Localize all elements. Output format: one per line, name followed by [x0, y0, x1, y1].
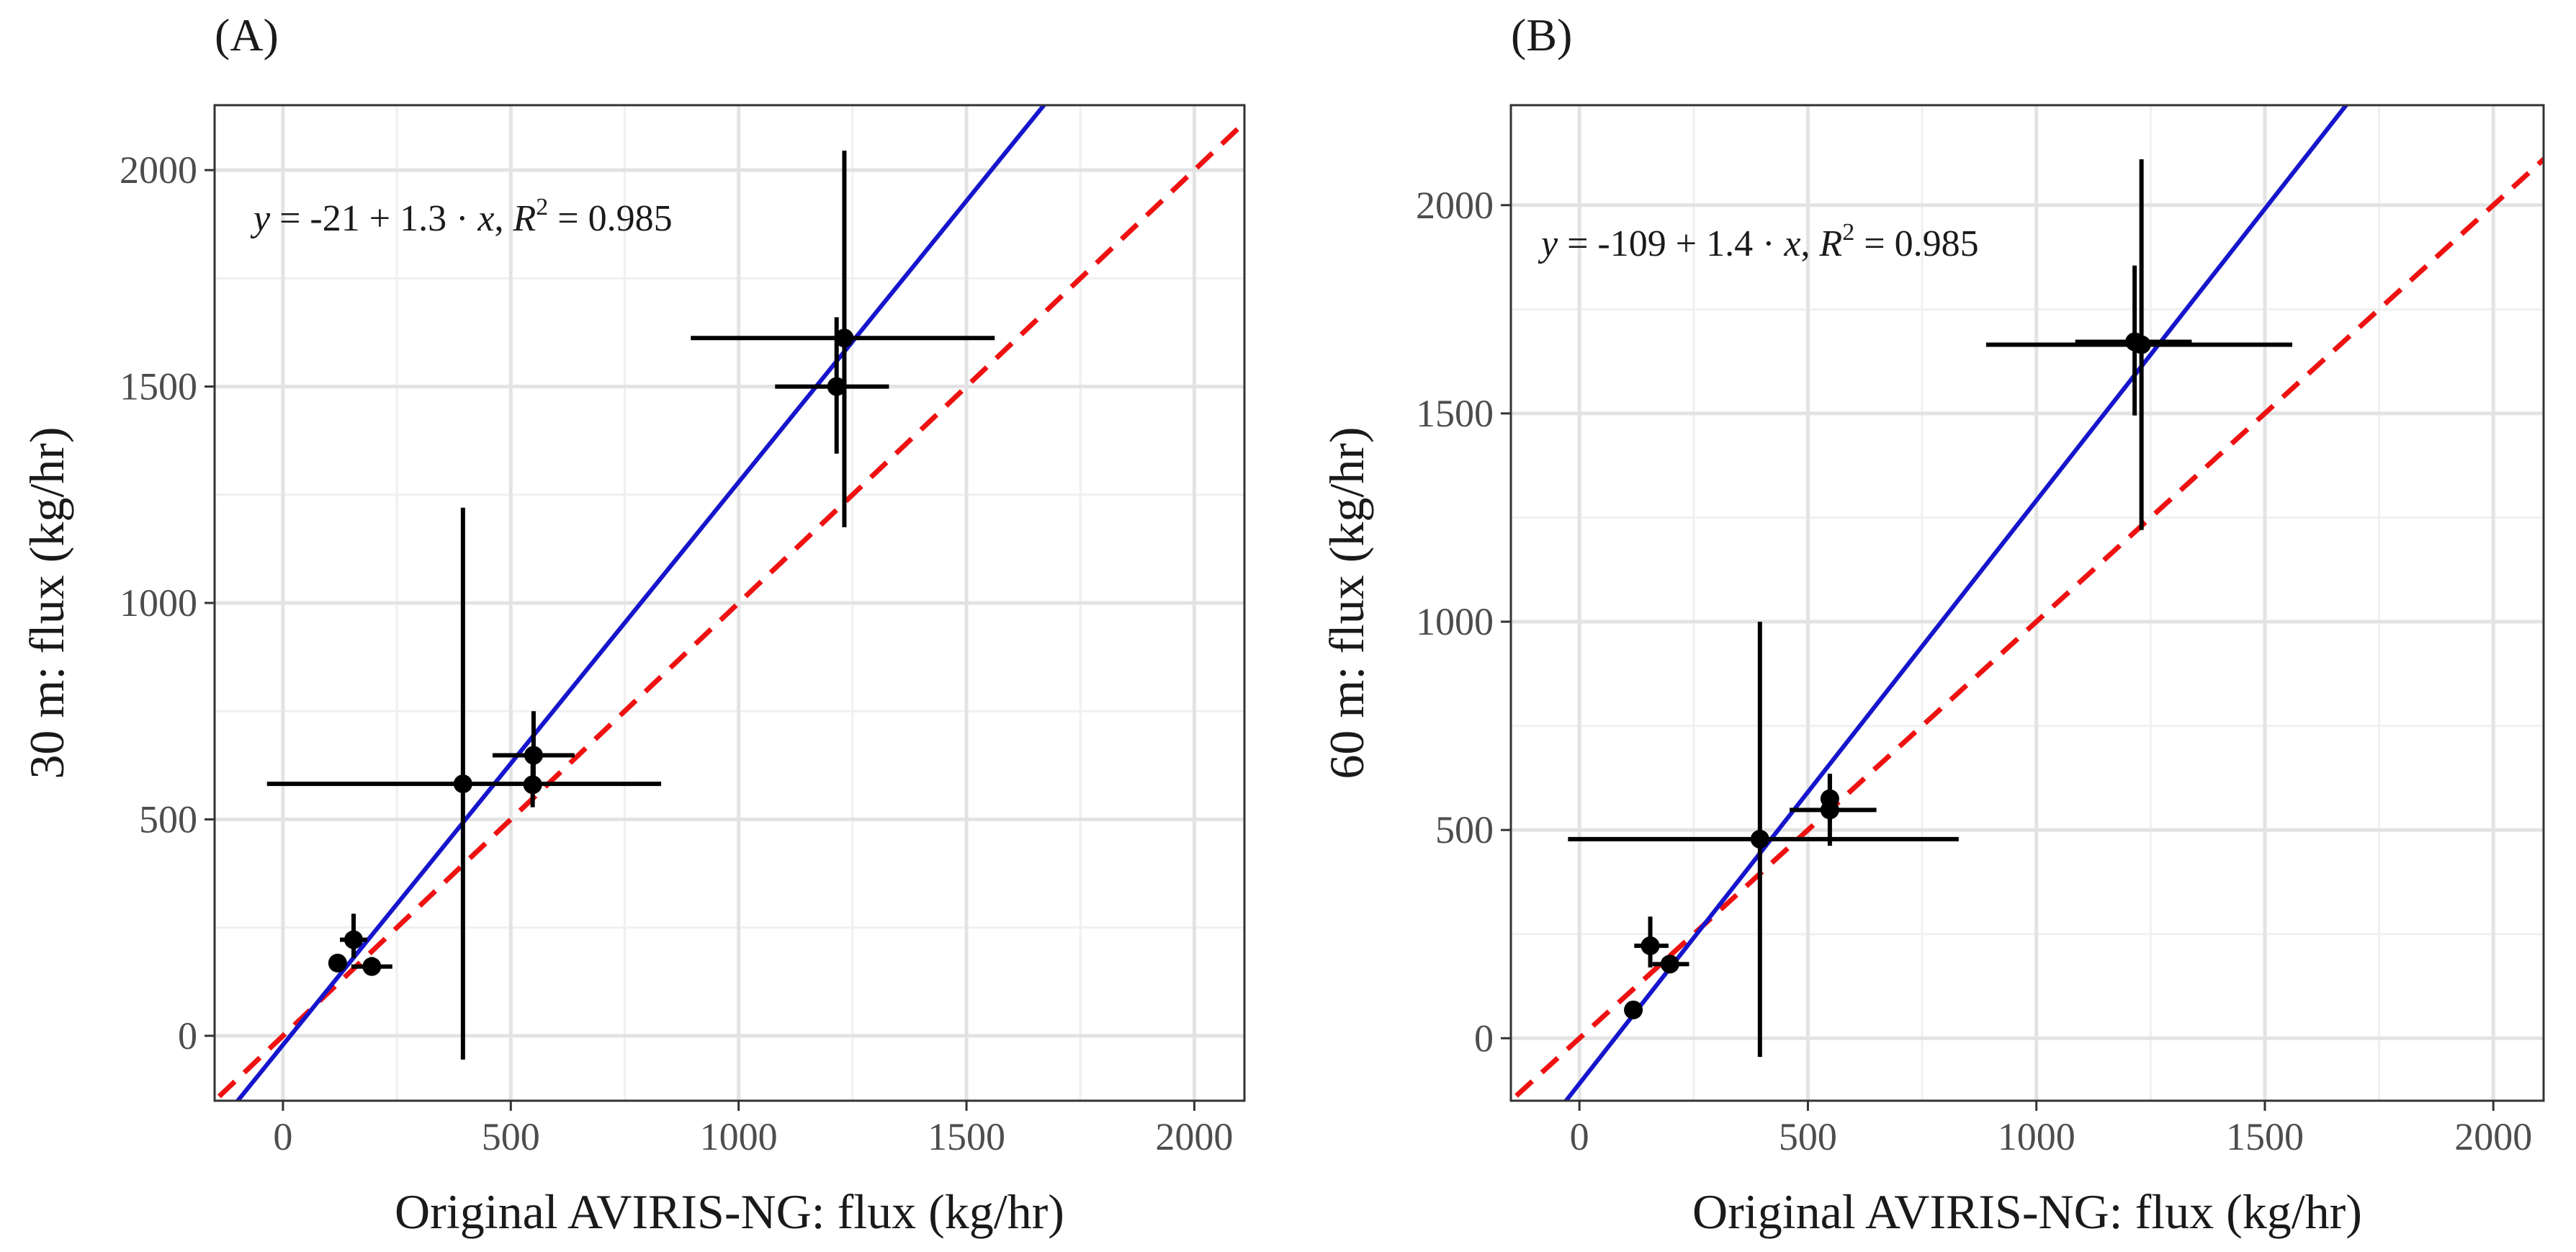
y-tick-label: 2000: [120, 148, 197, 192]
data-point: [1624, 1000, 1643, 1019]
y-tick-label: 500: [1435, 808, 1494, 851]
panel-b-eq-r: R: [1818, 223, 1842, 264]
panel-b-x-axis-title: Original AVIRIS-NG: flux (kg/hr): [1692, 1184, 2362, 1239]
data-point: [2132, 335, 2151, 354]
x-tick-label: 2000: [2454, 1115, 2532, 1158]
panel-b-eq-var: x: [1783, 223, 1800, 264]
panel-b-equation: y = -109 + 1.4 · x, R2 = 0.985: [1538, 219, 1979, 264]
data-point: [1750, 829, 1769, 849]
x-tick-label: 1500: [2226, 1115, 2304, 1158]
panel-a-points: [266, 151, 995, 1060]
panel-a-eq-r-sup: 2: [536, 194, 548, 220]
x-tick-label: 2000: [1155, 1115, 1233, 1158]
y-tick-label: 0: [1474, 1016, 1494, 1060]
panel-b-identity-line: [1511, 156, 2544, 1101]
data-point: [1660, 954, 1679, 974]
data-point: [524, 746, 543, 765]
panel-b-eq-sep: ,: [1800, 223, 1819, 264]
data-point: [328, 953, 347, 972]
x-tick-label: 1000: [700, 1115, 778, 1158]
panel-a-label: (A): [215, 9, 279, 61]
panel-a-eq-r: R: [512, 198, 536, 239]
panel-a-grid: [215, 105, 1244, 1101]
panel-a-eq-lhs: y: [250, 198, 271, 239]
panel-b-eq-r-value: = 0.985: [1854, 223, 1978, 264]
panel-b-x-ticks: 0 500 1000 1500 2000: [1570, 1101, 2532, 1158]
y-tick-label: 1500: [120, 365, 197, 408]
panel-b-eq-lhs: y: [1538, 223, 1558, 264]
panel-b: (B) 0 500 1000 1500 2000 0 500 1000 1500 2000 y …: [1319, 9, 2545, 1239]
y-tick-label: 1000: [1416, 600, 1494, 643]
panel-a-fit-line: [235, 105, 1047, 1101]
x-tick-label: 1500: [928, 1115, 1005, 1158]
panel-b-y-axis-title: 60 m: flux (kg/hr): [1319, 426, 1374, 779]
panel-b-points: [1568, 159, 2293, 1058]
data-point: [1820, 800, 1839, 820]
panel-a-eq-r-value: = 0.985: [548, 198, 672, 239]
panel-b-y-ticks: 0 500 1000 1500 2000: [1416, 184, 1511, 1060]
panel-a: (A) 0 500 1000 1500 2000 0 500 1000 1500 2000 y …: [19, 9, 1246, 1239]
panel-a-y-axis-title: 30 m: flux (kg/hr): [19, 426, 74, 779]
y-tick-label: 500: [139, 797, 197, 841]
x-tick-label: 1000: [1998, 1115, 2075, 1158]
panel-b-border: [1509, 104, 2545, 1102]
panel-a-eq-sep: ,: [494, 198, 513, 239]
data-point: [362, 957, 382, 976]
panel-a-eq-rhs: = -21 + 1.3 ·: [270, 198, 477, 239]
panel-b-eq-rhs: = -109 + 1.4 ·: [1558, 223, 1784, 264]
y-tick-label: 1500: [1416, 392, 1494, 435]
x-tick-label: 500: [1779, 1115, 1837, 1158]
x-tick-label: 0: [273, 1115, 292, 1158]
y-tick-label: 0: [178, 1014, 197, 1058]
data-point: [827, 377, 846, 396]
data-point: [344, 930, 363, 949]
y-tick-label: 1000: [120, 581, 197, 625]
data-point: [1641, 936, 1660, 955]
panel-a-y-ticks: 0 500 1000 1500 2000: [120, 148, 215, 1058]
panel-a-eq-var: x: [477, 198, 494, 239]
panel-a-x-axis-title: Original AVIRIS-NG: flux (kg/hr): [395, 1184, 1064, 1239]
data-point: [453, 774, 472, 794]
y-tick-label: 2000: [1416, 184, 1494, 227]
panel-b-label: (B): [1511, 9, 1572, 61]
panel-a-x-ticks: 0 500 1000 1500 2000: [273, 1101, 1233, 1158]
panel-a-identity-line: [215, 119, 1244, 1101]
panel-b-fit-line: [1563, 105, 2349, 1101]
x-tick-label: 500: [482, 1115, 540, 1158]
panel-b-eq-r-sup: 2: [1842, 219, 1854, 246]
panel-b-grid: [1511, 105, 2544, 1101]
x-tick-label: 0: [1570, 1115, 1589, 1158]
panel-a-equation: y = -21 + 1.3 · x, R2 = 0.985: [250, 194, 673, 239]
data-point: [835, 328, 854, 348]
